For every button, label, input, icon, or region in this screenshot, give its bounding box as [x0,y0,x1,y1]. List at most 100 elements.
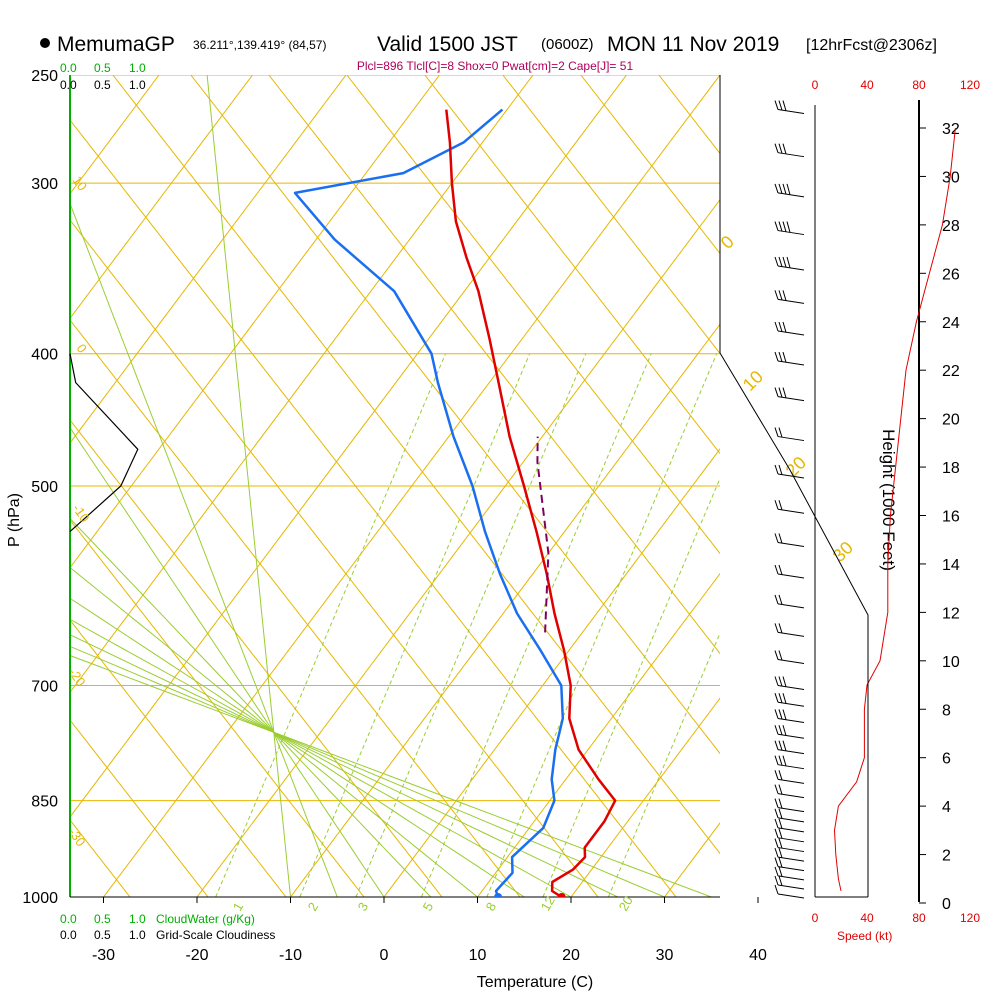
isotherm-line [758,75,1000,897]
header: MemumaGP 36.211°,139.419° (84,57) Valid … [40,33,937,73]
height-tick-label: 16 [942,509,960,526]
dry-adiabat-line [70,719,209,897]
wind-barb [774,183,805,198]
height-tick-label: 28 [942,218,960,235]
mixing-ratio-line [607,631,720,897]
wind-barb-feather [778,847,783,858]
height-tick-label: 2 [942,848,951,865]
wind-barb-feather [782,693,787,704]
wind-barb-feather [778,755,783,766]
speed-tick-label-top: 40 [860,78,874,92]
wind-barb-staff [777,701,805,707]
mixing-ratio-label: 5 [420,900,437,914]
valid-time-z: (0600Z) [541,36,594,53]
wind-barb-staff [777,436,805,442]
wind-barb-feather [782,725,787,736]
height-tick-label: 6 [942,751,951,768]
wind-barb-feather [782,143,787,155]
speed-tick-label-bottom: 0 [812,911,819,925]
x-tick-label: 0 [380,947,389,964]
wind-barb-staff [777,856,805,862]
isotherm-label: 30 [829,538,857,566]
moist-adiabat-line [70,426,385,897]
scale-tick-label: 0.5 [94,61,111,75]
wind-barb-feather [778,866,783,877]
wind-barb-feather [774,770,779,780]
wind-barb-staff [777,733,805,739]
plot-frame [69,75,720,898]
wind-barb-staff [777,192,805,198]
wind-barb-feather [778,564,783,575]
wind-barb-staff [777,396,805,402]
wind-panel: 0040408080120120024681012141618202224262… [719,75,980,925]
scale-tick-label: 0.5 [94,78,111,92]
height-tick-label: 32 [942,121,960,138]
wind-barb-staff [777,330,805,336]
x-tick-label: -30 [92,947,115,964]
wind-barb-feather [774,866,779,877]
moist-adiabat-line [70,618,572,897]
wind-barb-staff [777,265,805,271]
wind-barb-feather [774,623,779,633]
dry-adiabat-line [580,75,720,255]
wind-barb-feather [774,564,779,575]
axes: Temperature (C) P (hPa) Height (1000 Fee… [6,68,898,991]
wind-barb-feather [778,221,783,232]
wind-barb-staff [777,508,805,514]
wind-barb-staff [777,884,805,890]
isotherm-line [290,323,720,897]
cloudiness-profile [69,353,139,533]
wind-barb-feather [778,838,783,849]
height-tick-label: 14 [942,557,960,574]
wind-barb-feather [778,100,783,111]
wind-barb-feather [774,808,779,818]
wind-barb-feather [778,623,783,634]
wind-barb-feather [778,875,783,886]
moist-adiabat-line [70,597,525,897]
height-tick-label: 8 [942,702,951,719]
wind-barb-feather [778,256,783,267]
surface-temperature-point [557,893,566,897]
speed-tick-label-top: 120 [960,78,980,92]
wind-barb [774,676,805,691]
wind-barb-staff [777,685,805,691]
wind-barb [774,884,805,899]
wind-barb [774,650,805,665]
speed-tick-label-bottom: 40 [860,911,874,925]
wind-barb-feather [782,709,787,720]
height-tick-label: 4 [942,799,951,816]
x-axis-label: Temperature (C) [477,974,593,991]
dry-adiabat-line [424,75,720,455]
wind-barb-feather [774,500,779,510]
wind-barb-staff [777,152,805,158]
wind-barb-feather [774,290,779,300]
wind-barb-feather [774,755,779,765]
wind-barb-staff [777,473,805,479]
wind-barb-feather [782,221,787,232]
wind-barb-staff [777,793,805,799]
mixing-ratio-label: 3 [355,900,372,914]
wind-barb-feather [774,828,779,838]
wind-barb [774,290,805,304]
wind-barb [774,100,805,115]
mixing-ratio-line [215,353,446,897]
wind-barb-feather [782,100,787,111]
wind-barb [774,594,805,609]
speed-tick-label-bottom: 80 [912,911,926,925]
isotherm-line [70,75,440,569]
wind-barb-feather [774,183,779,194]
forecast-info: [12hrFcst@2306z] [806,37,937,54]
x-tick-label: 10 [469,947,487,964]
wind-barb-feather [774,256,779,267]
wind-barb-staff [777,717,805,723]
wind-barb-staff [777,817,805,823]
dry-adiabat-line [112,75,720,855]
moist-adiabat-line [206,75,291,897]
wind-barb-staff [777,360,805,366]
wind-barb-feather [778,427,783,438]
wind-barb-staff [777,764,805,770]
wind-barb-feather [774,100,779,110]
wind-barb-feather [782,290,787,301]
wind-barb-feather [778,464,783,475]
